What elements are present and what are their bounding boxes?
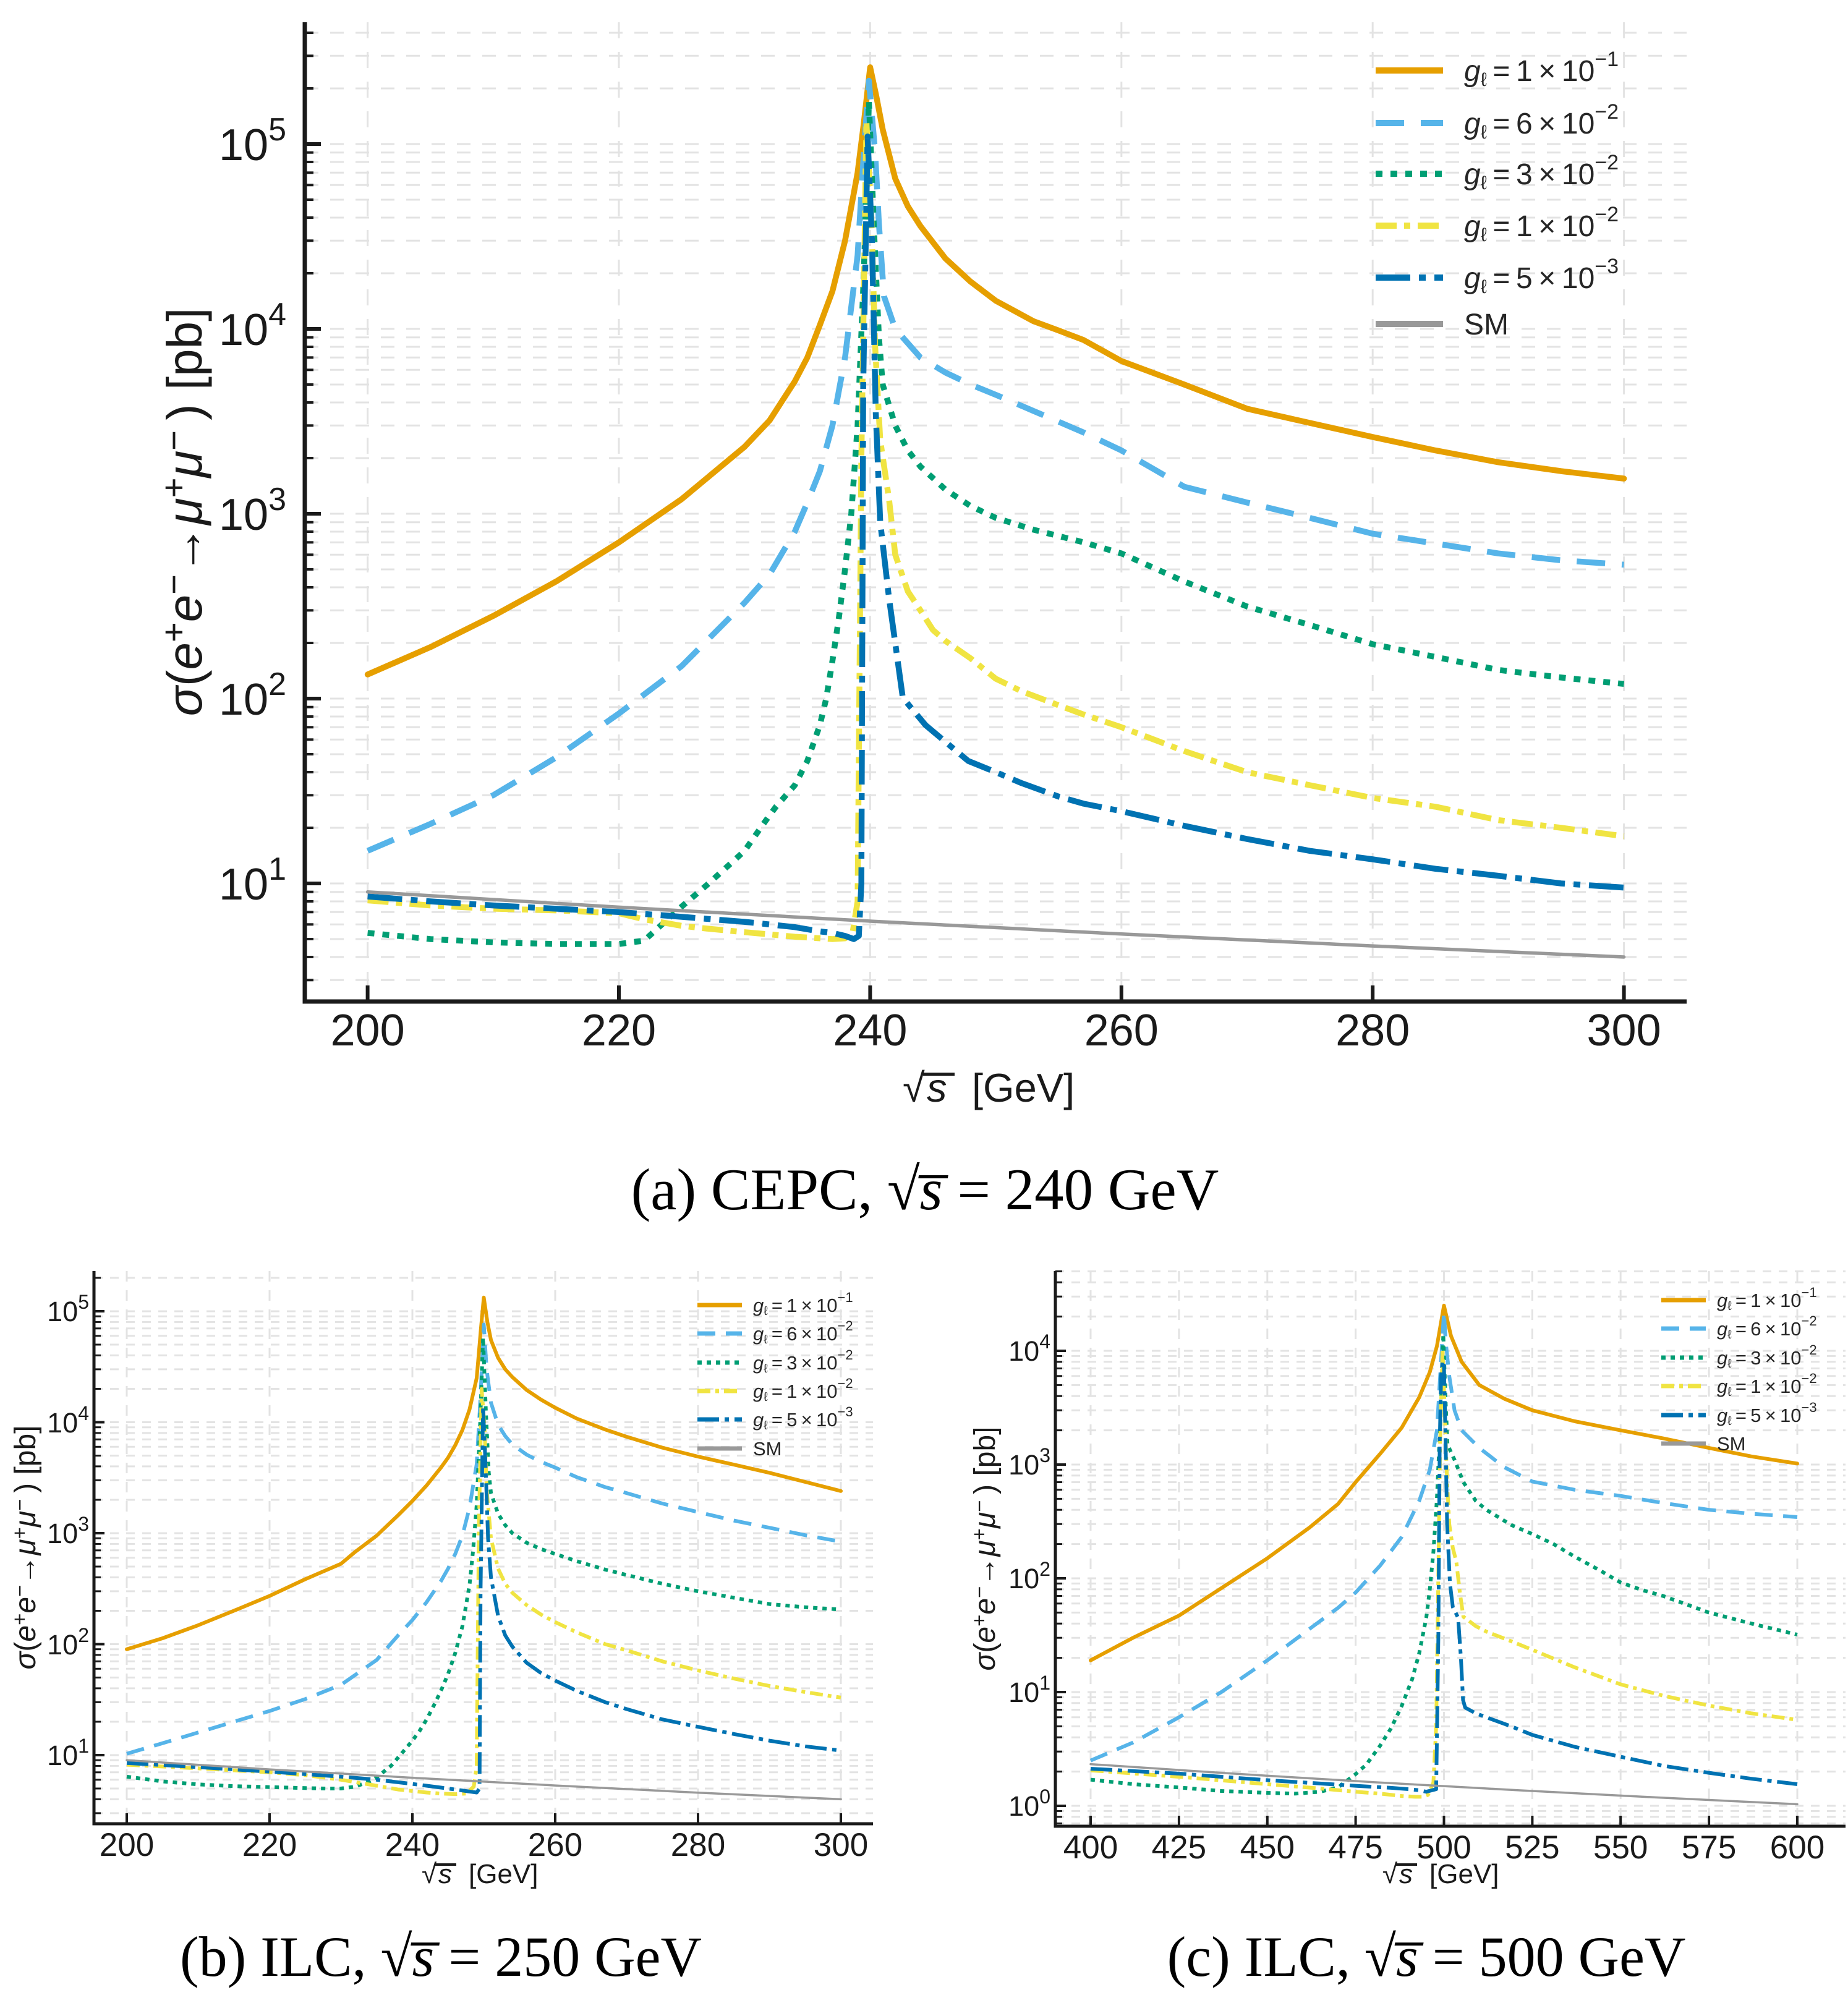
svg-text:[GeV]: [GeV] — [469, 1859, 539, 1889]
svg-text:220: 220 — [242, 1827, 297, 1863]
svg-text:101​: 101​ — [1008, 1672, 1050, 1708]
svg-text:σ(e+e−→μ+μ− ) [pb]: σ(e+e−→μ+μ− ) [pb] — [968, 1426, 1002, 1670]
svg-text:gℓ = 6 × 10−2: gℓ = 6 × 10−2 — [1464, 100, 1619, 143]
svg-text:gℓ = 1 × 10−1: gℓ = 1 × 10−1 — [753, 1290, 853, 1318]
svg-text:103​: 103​ — [219, 482, 286, 540]
svg-text:220: 220 — [582, 1006, 656, 1055]
svg-text:104​: 104​ — [47, 1402, 89, 1439]
svg-text:σ(e+e−→μ+μ− ) [pb]: σ(e+e−→μ+μ− ) [pb] — [8, 1425, 42, 1669]
svg-text:102​: 102​ — [47, 1624, 89, 1661]
svg-text:300: 300 — [814, 1827, 868, 1863]
svg-text:√: √ — [1382, 1859, 1398, 1889]
svg-text:√: √ — [903, 1065, 925, 1110]
svg-text:425: 425 — [1152, 1829, 1206, 1866]
svg-text:gℓ = 1 × 10−1: gℓ = 1 × 10−1 — [1717, 1285, 1817, 1313]
svg-text:101​: 101​ — [47, 1735, 89, 1771]
svg-text:105​: 105​ — [47, 1291, 89, 1327]
svg-text:SM: SM — [753, 1438, 782, 1460]
svg-text:gℓ = 1 × 10−2: gℓ = 1 × 10−2 — [1717, 1371, 1817, 1399]
svg-text:280: 280 — [671, 1827, 725, 1863]
svg-text:102​: 102​ — [1008, 1558, 1050, 1594]
svg-text:s: s — [438, 1859, 452, 1889]
svg-text:SM: SM — [1464, 308, 1509, 341]
svg-text:gℓ = 1 × 10−1: gℓ = 1 × 10−1 — [1464, 48, 1619, 90]
svg-text:500: 500 — [1416, 1829, 1471, 1866]
svg-text:101​: 101​ — [219, 851, 286, 909]
svg-text:260: 260 — [528, 1827, 582, 1863]
svg-text:[GeV]: [GeV] — [972, 1065, 1075, 1110]
svg-text:gℓ = 3 × 10−2: gℓ = 3 × 10−2 — [753, 1347, 853, 1376]
svg-text:SM: SM — [1717, 1433, 1746, 1455]
svg-text:gℓ = 1 × 10−2: gℓ = 1 × 10−2 — [1464, 203, 1619, 245]
svg-text:600: 600 — [1770, 1829, 1825, 1866]
svg-text:gℓ = 6 × 10−2: gℓ = 6 × 10−2 — [753, 1318, 853, 1346]
svg-text:(b) ILC, √s̅ = 250 GeV: (b) ILC, √s̅ = 250 GeV — [180, 1925, 702, 1989]
svg-text:104​: 104​ — [219, 297, 286, 355]
svg-text:475: 475 — [1328, 1829, 1382, 1866]
svg-text:575: 575 — [1682, 1829, 1736, 1866]
svg-text:240: 240 — [385, 1827, 440, 1863]
svg-text:σ(e+e−→μ+μ− ) [pb]: σ(e+e−→μ+μ− ) [pb] — [154, 308, 212, 717]
svg-text:260: 260 — [1084, 1006, 1159, 1055]
svg-text:525: 525 — [1505, 1829, 1559, 1866]
svg-text:450: 450 — [1240, 1829, 1295, 1866]
svg-text:550: 550 — [1593, 1829, 1648, 1866]
svg-text:gℓ = 6 × 10−2: gℓ = 6 × 10−2 — [1717, 1313, 1817, 1342]
svg-text:(a) CEPC, √s̅ = 240 GeV: (a) CEPC, √s̅ = 240 GeV — [631, 1156, 1219, 1222]
svg-text:240: 240 — [833, 1006, 907, 1055]
svg-text:gℓ = 3 × 10−2: gℓ = 3 × 10−2 — [1464, 151, 1619, 194]
svg-text:(c) ILC, √s̅ = 500 GeV: (c) ILC, √s̅ = 500 GeV — [1167, 1925, 1686, 1989]
svg-text:gℓ = 5 × 10−3: gℓ = 5 × 10−3 — [1464, 255, 1619, 297]
svg-text:[GeV]: [GeV] — [1429, 1859, 1499, 1889]
svg-text:103​: 103​ — [47, 1513, 89, 1549]
svg-text:280: 280 — [1335, 1006, 1410, 1055]
svg-text:gℓ = 3 × 10−2: gℓ = 3 × 10−2 — [1717, 1342, 1817, 1371]
svg-text:gℓ = 5 × 10−3: gℓ = 5 × 10−3 — [1717, 1400, 1817, 1428]
svg-text:gℓ = 5 × 10−3: gℓ = 5 × 10−3 — [753, 1404, 853, 1432]
svg-text:103​: 103​ — [1008, 1444, 1050, 1481]
svg-text:104​: 104​ — [1008, 1330, 1050, 1367]
svg-text:s: s — [927, 1065, 947, 1110]
svg-text:102​: 102​ — [219, 666, 286, 725]
svg-text:400: 400 — [1063, 1829, 1118, 1866]
svg-text:s: s — [1399, 1859, 1413, 1889]
svg-text:105​: 105​ — [219, 112, 286, 170]
svg-text:gℓ = 1 × 10−2: gℓ = 1 × 10−2 — [753, 1376, 853, 1404]
svg-text:300: 300 — [1587, 1006, 1661, 1055]
svg-text:200: 200 — [100, 1827, 154, 1863]
svg-text:200: 200 — [331, 1006, 405, 1055]
svg-text:100​: 100​ — [1008, 1785, 1050, 1822]
svg-text:√: √ — [422, 1859, 437, 1889]
